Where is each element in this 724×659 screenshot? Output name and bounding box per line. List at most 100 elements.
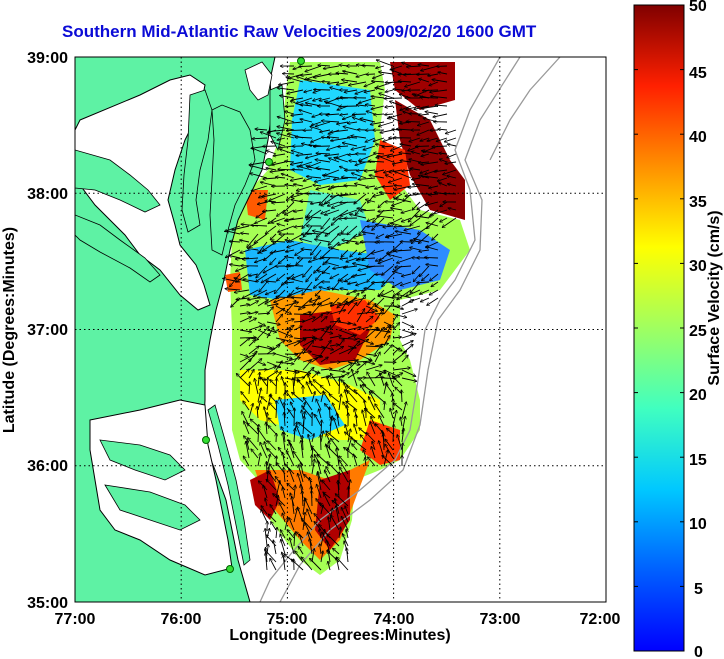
y-tick-label: 36:00 [27, 458, 68, 475]
current-vector [344, 89, 358, 92]
current-vector [392, 411, 397, 427]
current-vector [331, 515, 340, 531]
current-vector [365, 170, 376, 171]
current-vector [398, 81, 412, 82]
current-vector [327, 145, 340, 150]
current-vector [257, 300, 268, 307]
current-vector [287, 241, 304, 248]
current-vector [307, 217, 322, 218]
current-vector [340, 114, 349, 115]
current-vector [439, 183, 448, 187]
station-marker [202, 436, 210, 444]
current-vector [330, 273, 340, 279]
current-vector [299, 534, 304, 547]
current-vector [283, 201, 295, 213]
current-vector [308, 161, 322, 167]
current-vector [320, 385, 331, 395]
current-vector [239, 313, 250, 314]
current-vector [385, 82, 403, 83]
current-vector [391, 145, 403, 151]
current-vector [302, 360, 311, 371]
current-vector [374, 313, 384, 314]
current-vector [353, 263, 367, 267]
current-vector [268, 471, 277, 483]
current-vector [311, 121, 322, 125]
current-vector [296, 426, 304, 443]
current-vector [440, 217, 448, 222]
current-vector [310, 127, 322, 131]
current-vector [316, 273, 322, 280]
x-tick-label: 76:00 [161, 611, 202, 628]
current-vector [249, 382, 250, 395]
current-vector [339, 106, 358, 107]
current-vector [234, 289, 250, 292]
current-vector [289, 468, 295, 483]
current-vector [294, 485, 295, 499]
current-vector [254, 289, 268, 297]
current-vector [255, 379, 259, 395]
current-vector [330, 418, 332, 435]
current-vector [337, 413, 340, 427]
current-vector [289, 410, 295, 419]
current-vector [269, 418, 277, 427]
current-vector [394, 226, 412, 227]
current-vector [286, 77, 304, 83]
current-vector [287, 89, 304, 94]
current-vector [329, 310, 346, 315]
current-vector [239, 338, 250, 347]
current-vector [265, 297, 277, 304]
current-vector [368, 161, 385, 162]
current-vector [337, 297, 349, 308]
current-vector [431, 209, 448, 215]
current-vector [315, 160, 331, 163]
current-vector [277, 224, 286, 227]
current-vector [299, 423, 313, 435]
current-vector [291, 193, 304, 198]
current-vector [357, 105, 367, 106]
current-vector [400, 417, 402, 427]
current-vector [347, 335, 356, 339]
current-vector [284, 319, 294, 323]
current-vector [385, 106, 394, 107]
current-vector [290, 443, 295, 459]
current-vector [275, 308, 285, 315]
current-vector [399, 94, 412, 99]
current-vector [276, 401, 277, 419]
current-vector [386, 384, 394, 395]
current-vector [294, 210, 304, 212]
current-vector [294, 408, 295, 427]
current-vector [392, 305, 403, 309]
current-vector [401, 209, 412, 213]
current-vector [240, 240, 250, 243]
current-vector [298, 547, 304, 555]
current-vector [364, 288, 376, 290]
current-vector [396, 199, 412, 203]
current-vector [404, 225, 421, 230]
current-vector [271, 241, 286, 242]
current-vector [285, 282, 295, 283]
current-vector [342, 143, 358, 147]
current-vector [426, 264, 439, 266]
current-vector [266, 462, 267, 475]
current-vector [341, 249, 349, 257]
current-vector [273, 540, 277, 555]
current-vector [372, 81, 385, 82]
current-vector [395, 250, 412, 251]
current-vector [392, 351, 407, 363]
current-vector [257, 329, 270, 336]
current-vector [256, 265, 268, 278]
current-vector [337, 121, 349, 124]
x-tick-label: 72:00 [580, 611, 621, 628]
current-vector [259, 249, 268, 253]
current-vector [266, 168, 277, 171]
current-vector [340, 202, 358, 203]
current-vector [303, 398, 313, 411]
current-vector [338, 146, 349, 147]
current-vector [327, 534, 340, 547]
current-vector [305, 523, 313, 539]
current-vector [243, 401, 250, 411]
current-vector [348, 487, 349, 499]
current-vector [412, 265, 421, 274]
current-vector [294, 429, 295, 443]
current-vector [279, 145, 295, 148]
